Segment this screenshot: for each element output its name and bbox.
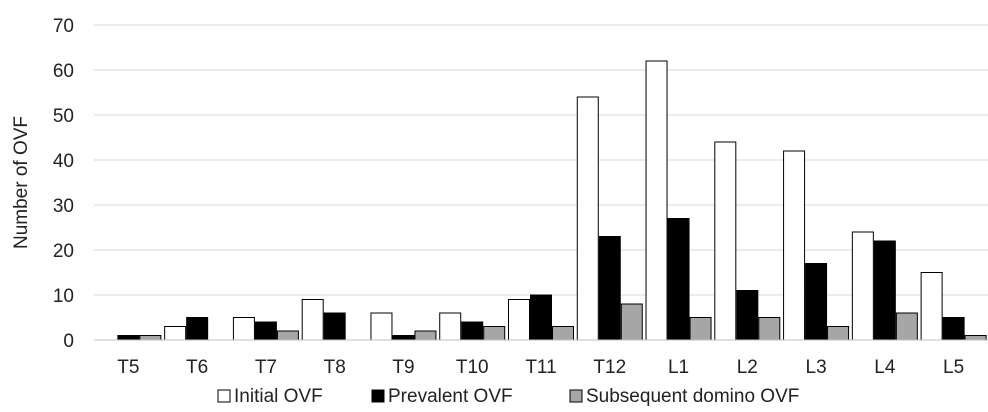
x-tick-label: T12: [593, 357, 626, 378]
x-axis-tick-labels: T5 T6 T7 T8 T9 T10 T11 T12 L1 L2 L3 L4 L5: [117, 357, 964, 378]
legend-label: Subsequent domino OVF: [586, 386, 799, 407]
legend-swatch: [371, 389, 385, 403]
bar-L4-series-2: [895, 312, 918, 341]
bar-T10-series-2: [483, 326, 506, 341]
bar-L1-series-0: [645, 60, 668, 341]
x-tick-label: L1: [668, 357, 689, 378]
y-tick-label: 10: [53, 286, 74, 307]
bar-T6-series-1: [186, 317, 209, 341]
legend-label: Initial OVF: [234, 386, 323, 407]
bar-T6-series-0: [164, 326, 187, 341]
bar-T12-series-2: [620, 303, 643, 341]
x-tick-label: T5: [117, 357, 139, 378]
y-tick-label: 70: [53, 16, 74, 37]
bar-T9-series-2: [414, 330, 437, 341]
bar-T8-series-1: [323, 312, 346, 341]
legend: Initial OVF Prevalent OVF Subsequent domin…: [217, 386, 799, 407]
y-tick-label: 40: [53, 151, 74, 172]
bar-T10-series-1: [461, 321, 484, 341]
y-tick-label: 50: [53, 106, 74, 127]
y-axis-title: Number of OVF: [11, 116, 32, 249]
bar-T5-series-1: [117, 335, 140, 341]
y-tick-label: 20: [53, 241, 74, 262]
y-tick-label: 60: [53, 61, 74, 82]
legend-swatch: [217, 389, 231, 403]
x-tick-label: T6: [186, 357, 208, 378]
bar-T12-series-0: [576, 96, 599, 341]
bar-T11-series-2: [552, 326, 574, 341]
y-tick-label: 0: [63, 331, 74, 352]
x-tick-label: L5: [943, 357, 964, 378]
bar-L2-series-2: [758, 317, 781, 341]
bar-T11-series-1: [530, 294, 552, 341]
bar-L3-series-1: [805, 263, 828, 341]
bar-L2-series-1: [736, 290, 759, 341]
gridlines: [94, 24, 988, 296]
bar-T8-series-0: [301, 299, 324, 341]
x-tick-label: T7: [255, 357, 277, 378]
bar-L1-series-1: [667, 218, 690, 341]
x-tick-label: L4: [874, 357, 896, 378]
bar-L3-series-0: [783, 150, 806, 341]
bar-T5-series-2: [139, 335, 162, 341]
y-axis-tick-labels: 0 10 20 30 40 50 60 70: [53, 16, 74, 352]
bar-T11-series-0: [508, 299, 530, 341]
bar-L3-series-2: [827, 326, 850, 341]
bar-T7-series-2: [276, 330, 299, 341]
bar-L4-series-1: [873, 240, 896, 341]
legend-swatch: [569, 389, 583, 403]
bar-L4-series-0: [851, 231, 874, 341]
x-tick-label: T11: [525, 357, 556, 378]
y-tick-label: 30: [53, 196, 74, 217]
bar-L1-series-2: [689, 317, 712, 341]
bar-T9-series-1: [392, 335, 415, 341]
x-tick-label: T9: [392, 357, 414, 378]
x-tick-label: L3: [806, 357, 827, 378]
bar-T7-series-1: [254, 321, 277, 341]
bar-L2-series-0: [714, 141, 737, 341]
bar-L5-series-1: [942, 317, 965, 341]
bar-T7-series-0: [232, 317, 255, 341]
x-tick-label: T10: [456, 357, 489, 378]
bar-T10-series-0: [439, 312, 462, 341]
bar-T12-series-1: [598, 236, 621, 341]
x-tick-label: L2: [737, 357, 758, 378]
bars: [117, 60, 987, 341]
bar-L5-series-2: [964, 335, 987, 341]
bar-L5-series-0: [920, 272, 943, 341]
legend-label: Prevalent OVF: [388, 386, 513, 407]
bar-T9-series-0: [370, 312, 393, 341]
x-tick-label: T8: [324, 357, 346, 378]
